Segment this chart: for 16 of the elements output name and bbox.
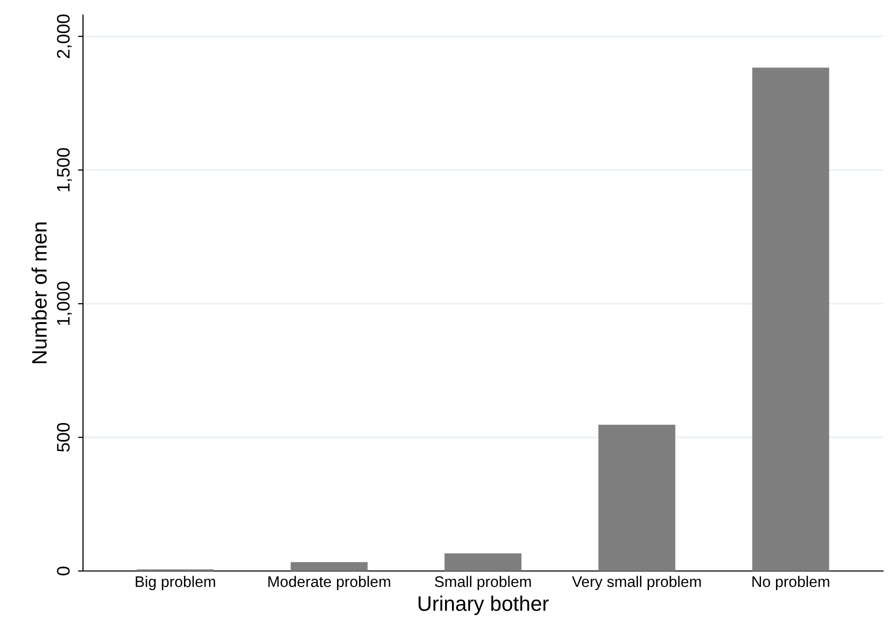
x-tick-label: No problem	[752, 576, 830, 590]
y-tick-label: 2,000	[56, 14, 72, 58]
x-tick-label: Very small problem	[572, 576, 701, 590]
y-tick-label: 1,000	[56, 282, 72, 325]
y-tick-label: 500	[56, 422, 70, 452]
y-axis-title: Number of men	[31, 222, 47, 364]
y-tick-label: 0	[56, 566, 70, 576]
x-tick-label: Small problem	[434, 576, 531, 590]
y-tick-label: 1,500	[56, 148, 72, 192]
x-tick-label: Moderate problem	[268, 576, 390, 590]
bar	[598, 424, 676, 571]
bar	[752, 68, 830, 571]
x-axis-title: Urinary bother	[418, 596, 549, 616]
bar	[290, 562, 368, 571]
bar	[444, 553, 522, 571]
x-tick-label: Big problem	[136, 576, 216, 590]
